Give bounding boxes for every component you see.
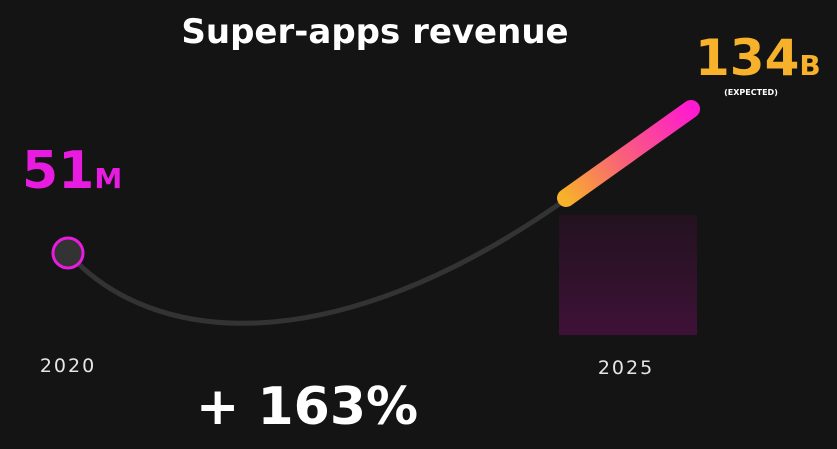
growth-stroke (557, 100, 700, 207)
start-point (51, 236, 85, 270)
highlight-box (559, 215, 697, 335)
end-value: 134B (695, 29, 821, 87)
end-unit: B (799, 49, 820, 82)
start-year: 2020 (40, 355, 96, 377)
change: + 163% (196, 377, 418, 437)
start-unit: M (94, 162, 122, 195)
start-value: 51M (22, 141, 122, 201)
end-year: 2025 (598, 357, 654, 379)
start-number: 51 (22, 141, 94, 201)
curve (65, 197, 568, 326)
title: Super-apps revenue (181, 12, 568, 52)
end-note: (EXPECTED) (724, 88, 778, 97)
end-number: 134 (695, 29, 799, 87)
